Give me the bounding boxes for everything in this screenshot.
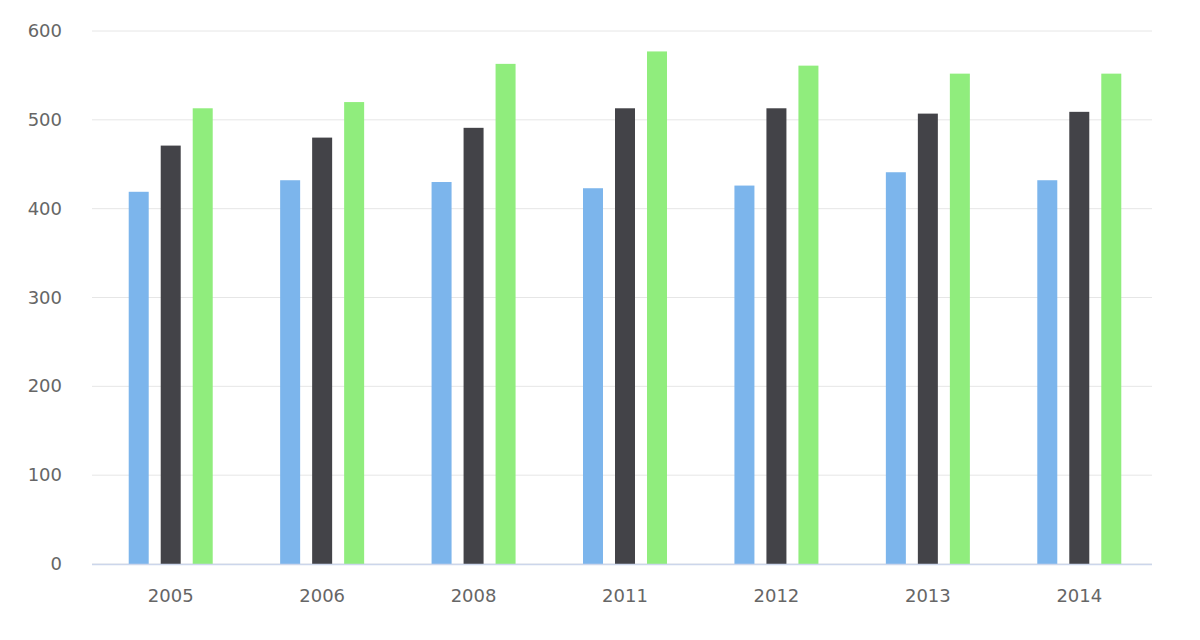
bar [432,182,452,564]
bar [161,146,181,564]
bar [464,128,484,564]
bar [886,172,906,564]
grid-line [92,31,1152,32]
y-tick-label: 600 [28,20,62,41]
x-axis-line [92,564,1152,566]
bar [496,64,516,564]
x-tick-label: 2008 [451,585,497,606]
bar [615,108,635,564]
bar [950,74,970,564]
bar [647,51,667,564]
bars [129,51,1122,564]
chart-container: 0100200300400500600200520062008201120122… [0,0,1200,640]
x-tick-label: 2012 [754,585,800,606]
bar [129,192,149,564]
bar [766,108,786,564]
x-tick-label: 2005 [148,585,194,606]
bar [798,66,818,564]
bar [280,180,300,564]
x-tick-label: 2014 [1056,585,1102,606]
y-tick-label: 100 [28,464,62,485]
x-tick-label: 2013 [905,585,951,606]
chart-svg: 0100200300400500600200520062008201120122… [0,0,1200,640]
x-tick-label: 2011 [602,585,648,606]
bar [193,108,213,564]
bar [918,114,938,564]
bar [312,138,332,564]
bar [734,186,754,564]
bar [1069,112,1089,564]
grid [92,31,1152,564]
x-tick-label: 2006 [299,585,345,606]
y-tick-label: 0 [51,553,62,574]
bar [344,102,364,564]
x-axis-labels: 2005 2006 2008 2011 2012 2013 2014 [148,585,1102,606]
y-tick-label: 500 [28,109,62,130]
y-tick-label: 200 [28,375,62,396]
bar [1101,74,1121,564]
y-tick-label: 400 [28,198,62,219]
y-tick-label: 300 [28,287,62,308]
bar [1037,180,1057,564]
bar [583,188,603,564]
y-axis-labels: 0 100 200 300 400 500 600 [28,20,62,574]
